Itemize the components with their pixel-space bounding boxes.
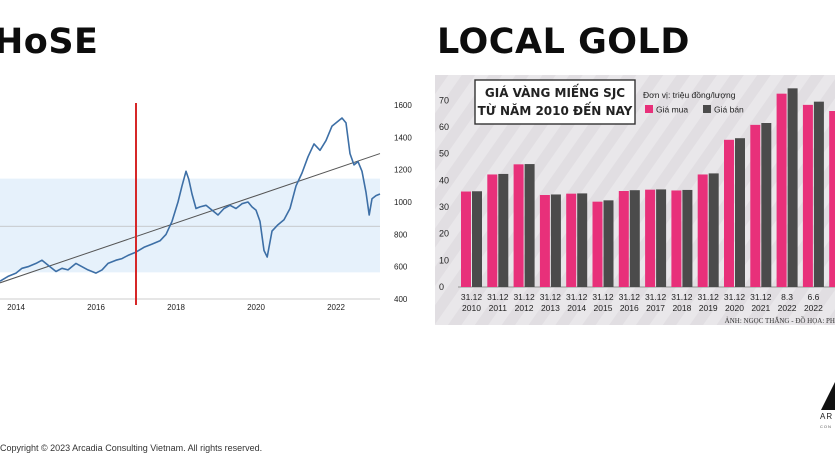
x-tick-label: 2014 — [567, 303, 586, 313]
x-tick-label: 2016 — [620, 303, 639, 313]
bar-gia-ban — [629, 190, 640, 287]
bar-gia-mua — [566, 193, 577, 287]
bar-gia-ban — [708, 173, 719, 287]
y-tick-label: 600 — [394, 263, 408, 272]
x-tick-label: 2018 — [167, 303, 185, 312]
x-tick-label: 2014 — [7, 303, 25, 312]
title-box — [474, 79, 636, 125]
bar-gia-mua — [724, 139, 734, 287]
legend-label: Giá mua — [656, 105, 688, 115]
x-tick-label: 31.12 — [619, 292, 641, 302]
x-tick-label: 2022 — [804, 303, 823, 313]
x-tick-label: 8.3 — [781, 292, 793, 302]
x-tick-label: 2011 — [489, 303, 508, 313]
x-tick-label: 2013 — [541, 303, 560, 313]
x-tick-label: 31.12 — [671, 292, 693, 302]
range-band — [0, 178, 380, 273]
bar-gia-ban — [577, 193, 588, 287]
bar-gia-ban — [787, 88, 798, 287]
y-tick-label: 60 — [439, 122, 449, 132]
chart-title-line: GIÁ VÀNG MIẾNG SJC — [485, 84, 625, 100]
y-tick-label: 1000 — [394, 198, 412, 207]
x-tick-label: 31.12 — [645, 292, 667, 302]
trend-line — [0, 153, 381, 284]
bar-gia-mua — [829, 111, 835, 287]
x-tick-label: 2015 — [594, 303, 613, 313]
logo-text: AR — [820, 412, 834, 421]
x-tick-label: 31.12 — [461, 292, 483, 302]
bar-gia-mua — [750, 124, 761, 287]
y-tick-label: 0 — [439, 282, 444, 292]
bar-gia-mua — [487, 174, 498, 287]
unit-note: Đơn vị: triệu đồng/lượng — [643, 90, 736, 100]
x-tick-label: 2017 — [646, 303, 665, 313]
bar-gia-mua — [776, 93, 787, 288]
hose-index-chart: 400 600 800 1000 1200 1400 1600 2014 2016 2018 202… — [0, 101, 412, 312]
bar-gia-mua — [461, 191, 471, 287]
bar-gia-mua — [645, 189, 656, 287]
legend-swatch — [703, 105, 711, 113]
bar-gia-ban — [603, 200, 614, 287]
hose-title: HoSE — [0, 22, 99, 62]
y-tick-label: 40 — [439, 175, 449, 185]
y-tick-label: 1400 — [394, 133, 412, 142]
x-tick-label: 2012 — [515, 303, 534, 313]
local-gold-title: LOCAL GOLD — [437, 22, 690, 62]
copyright-footer: Copyright © 2023 Arcadia Consulting Viet… — [0, 443, 263, 453]
y-tick-label: 50 — [439, 149, 449, 159]
x-tick-label: 31.12 — [592, 292, 614, 302]
x-tick-label: 2021 — [751, 303, 770, 313]
bar-gia-ban — [524, 164, 535, 287]
x-tick-label: 31.12 — [540, 292, 562, 302]
bar-gia-ban — [498, 173, 509, 287]
x-tick-label: 2020 — [247, 303, 265, 312]
bar-gia-ban — [761, 123, 772, 287]
bar-gia-mua — [539, 195, 550, 287]
x-tick-label: 31.12 — [487, 292, 509, 302]
index-series-line — [0, 117, 381, 282]
x-tick-label: 2010 — [462, 303, 481, 313]
bar-gia-ban — [735, 138, 745, 287]
legend-swatch — [645, 105, 653, 113]
y-tick-label: 400 — [394, 295, 408, 304]
arcadia-logo-icon — [821, 382, 835, 410]
bar-gia-ban — [472, 191, 482, 287]
logo-subtext: CON — [820, 424, 832, 429]
x-tick-label: 31.12 — [724, 292, 746, 302]
bar-gia-mua — [618, 191, 629, 287]
x-tick-label: 31.12 — [698, 292, 720, 302]
x-tick-label: 31.12 — [513, 292, 535, 302]
bar-gia-mua — [802, 104, 813, 287]
y-tick-label: 1200 — [394, 166, 412, 175]
bar-gia-mua — [592, 201, 603, 287]
y-tick-label: 1600 — [394, 101, 412, 110]
legend-label: Giá bán — [714, 105, 744, 115]
y-tick-label: 30 — [439, 202, 449, 212]
image-credit: ẢNH: NGỌC THẮNG - ĐỒ HỌA: PH — [725, 317, 835, 325]
bar-gia-mua — [671, 190, 682, 287]
x-tick-label: 2022 — [778, 303, 797, 313]
x-tick-label: 31.12 — [566, 292, 588, 302]
x-tick-label: 2019 — [699, 303, 718, 313]
x-tick-label: 2016 — [87, 303, 105, 312]
y-tick-label: 20 — [439, 229, 449, 239]
chart-title-line: TỪ NĂM 2010 ĐẾN NAY — [478, 102, 633, 118]
y-tick-label: 10 — [439, 255, 449, 265]
bar-gia-mua — [697, 174, 708, 287]
bar-gia-ban — [813, 101, 824, 288]
bar-gia-ban — [682, 189, 693, 287]
y-tick-label: 70 — [439, 95, 449, 105]
x-tick-label: 2018 — [672, 303, 691, 313]
sjc-gold-price-chart: 0 10 20 30 40 50 60 70 GIÁ VÀNG MIẾNG SJC TỪ NĂM … — [435, 75, 835, 325]
x-tick-label: 2020 — [725, 303, 744, 313]
x-tick-label: 2022 — [327, 303, 345, 312]
x-tick-label: 31.12 — [750, 292, 772, 302]
x-tick-label: 6.6 — [807, 292, 819, 302]
bar-gia-mua — [513, 164, 524, 287]
bar-gia-ban — [656, 189, 667, 287]
y-tick-label: 800 — [394, 230, 408, 239]
bar-gia-ban — [550, 194, 561, 287]
